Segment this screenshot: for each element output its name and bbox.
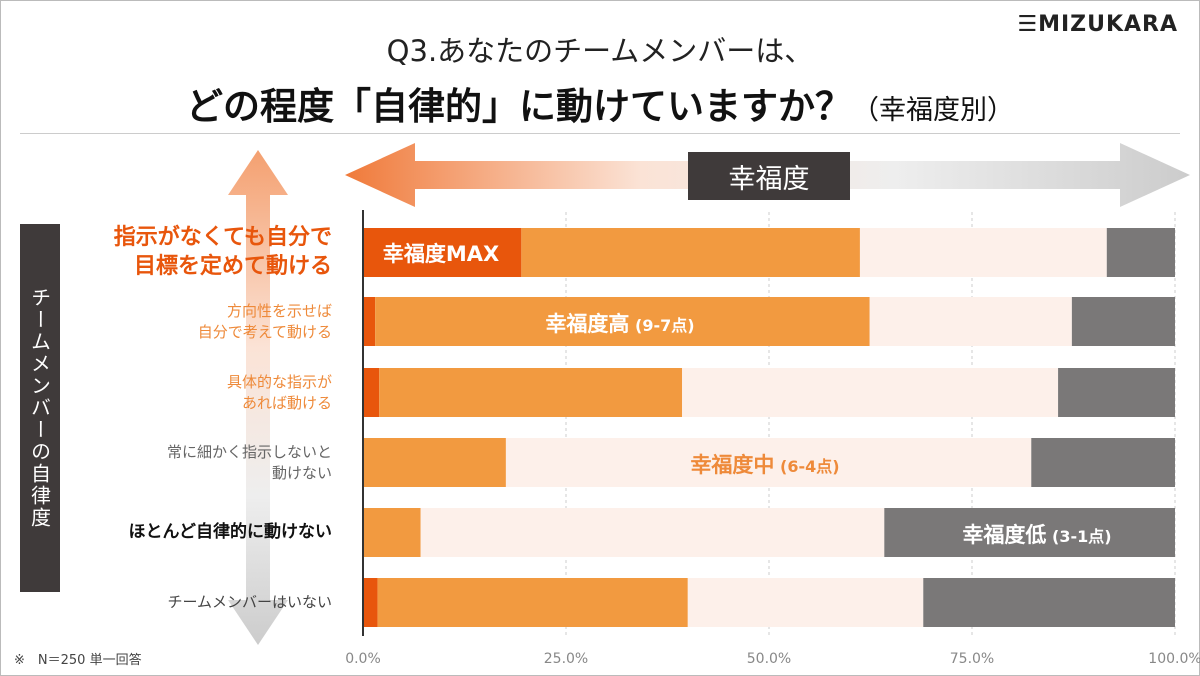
x-tick-label: 0.0% <box>345 651 381 667</box>
category-label: 方向性を示せば 自分で考えて動ける <box>198 301 332 342</box>
bar-segment-mid <box>420 508 885 557</box>
category-label-line: 目標を定めて動ける <box>133 254 332 280</box>
x-tick-label: 100.0% <box>1148 651 1200 667</box>
title-line-1: Q3.あなたのチームメンバーは、 <box>386 34 814 68</box>
category-label: ほとんど自律的に動けない <box>129 521 333 544</box>
category-label-line: 具体的な指示が <box>226 373 332 392</box>
x-tick-label: 25.0% <box>544 651 588 667</box>
category-label: チームメンバーはいない <box>167 592 332 612</box>
title-main: どの程度「自律的」に動けていますか？ <box>186 85 852 128</box>
x-tick-label: 50.0% <box>747 651 791 667</box>
bar-segment-high <box>363 508 421 557</box>
series-label-main: 幸福度MAX <box>383 242 499 266</box>
bar-segment-mid <box>682 368 1059 417</box>
category-label-line: 自分で考えて動ける <box>197 322 332 341</box>
bar-segment-low <box>923 578 1175 627</box>
category-label-line: ほとんど自律的に動けない <box>128 522 333 543</box>
bar-segment-high <box>375 297 870 346</box>
series-label-main: 幸福度低 <box>962 523 1046 547</box>
bar-segment-low <box>1031 438 1175 487</box>
sample-note: ※ N＝250 単一回答 <box>14 653 142 668</box>
bar-segment-max <box>363 578 378 627</box>
title-divider <box>20 133 1180 134</box>
series-label-main: 幸福度中 <box>690 453 774 477</box>
category-label-line: チームメンバーはいない <box>167 593 332 612</box>
bar-segment-high <box>521 228 860 277</box>
autonomy-arrow-icon <box>228 150 288 645</box>
logo-text: MIZUKARA <box>1038 12 1178 37</box>
series-label-high: 幸福度高 (9-7点) <box>545 312 694 336</box>
bar-segment-mid <box>869 297 1072 346</box>
bar-segment-low <box>1106 228 1175 277</box>
bar-segment-mid <box>505 438 1032 487</box>
category-label-line: 常に細かく指示しないと <box>166 443 332 462</box>
series-label-range: (6-4点) <box>774 457 839 476</box>
mizukara-logo: ☰MIZUKARA <box>1017 12 1178 37</box>
series-label-max: 幸福度MAX <box>383 242 499 266</box>
series-label-main: 幸福度高 <box>545 312 629 336</box>
series-label-low: 幸福度低 (3-1点) <box>962 523 1111 547</box>
bar-segment-low <box>884 508 1175 557</box>
bar-segment-max <box>363 228 522 277</box>
bar-segment-low <box>1058 368 1175 417</box>
series-label-mid: 幸福度中 (6-4点) <box>690 453 839 477</box>
happiness-axis-label: 幸福度 <box>688 152 850 200</box>
bar-segment-high <box>377 578 688 627</box>
category-label-line: あれば動ける <box>241 393 332 412</box>
bar-segment-high <box>379 368 683 417</box>
category-label-line: 方向性を示せば <box>226 302 332 321</box>
series-label-range: (9-7点) <box>629 316 694 335</box>
bar-segment-low <box>1071 297 1175 346</box>
category-label: 指示がなくても自分で目標を定めて動ける <box>114 223 332 282</box>
bar-segment-high <box>363 438 506 487</box>
title-sub: （幸福度別） <box>852 95 1014 126</box>
category-label: 具体的な指示が あれば動ける <box>227 372 332 413</box>
category-label-line: 指示がなくても自分で <box>113 224 332 250</box>
series-label-range: (3-1点) <box>1046 527 1111 546</box>
x-tick-label: 75.0% <box>950 651 994 667</box>
bar-segment-mid <box>687 578 924 627</box>
bar-segment-max <box>363 368 380 417</box>
autonomy-axis-label: チームメンバーの自律度 <box>20 224 60 592</box>
category-label-line: 動けない <box>271 463 332 482</box>
title-line-2: どの程度「自律的」に動けていますか？（幸福度別） <box>0 76 1200 130</box>
bar-segment-mid <box>859 228 1107 277</box>
bar-segment-max <box>363 297 376 346</box>
category-label: 常に細かく指示しないと 動けない <box>167 442 332 483</box>
